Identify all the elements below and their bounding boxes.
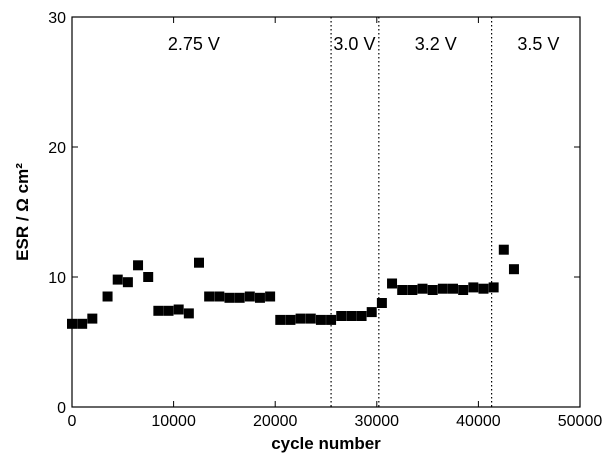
- data-point: [254, 292, 265, 303]
- data-point: [346, 311, 357, 321]
- data-point: [417, 283, 428, 294]
- data-point: [498, 244, 509, 255]
- y-tick-label: 0: [57, 400, 66, 417]
- data-point: [468, 282, 479, 293]
- data-point: [112, 274, 123, 285]
- x-tick-label: 10000: [151, 413, 196, 430]
- x-tick-label: 20000: [253, 413, 298, 430]
- data-point: [204, 291, 215, 302]
- data-point: [356, 311, 367, 321]
- data-point: [448, 283, 458, 294]
- data-point: [427, 285, 438, 295]
- data-point: [87, 313, 98, 324]
- data-point: [376, 298, 387, 308]
- data-point: [244, 291, 255, 302]
- x-tick-label: 0: [68, 413, 77, 430]
- data-point: [397, 285, 408, 295]
- data-point: [153, 305, 164, 316]
- x-axis-title: cycle number: [271, 434, 381, 453]
- region-labels: 2.75 V 3.0 V 3.2 V 3.5 V: [168, 34, 559, 54]
- y-tick-label: 30: [48, 10, 66, 27]
- data-point: [143, 272, 154, 282]
- data-point: [387, 278, 398, 289]
- data-point: [488, 282, 499, 293]
- y-axis-title: ESR / Ω cm²: [13, 163, 32, 261]
- data-point: [163, 305, 174, 316]
- data-point: [224, 292, 235, 303]
- data-point: [194, 257, 204, 268]
- region-label: 3.2 V: [415, 34, 457, 54]
- y-axis-ticks: 0 10 20 30: [48, 10, 580, 417]
- region-label: 2.75 V: [168, 34, 220, 54]
- data-point: [67, 318, 77, 329]
- data-point: [275, 314, 286, 325]
- data-point: [478, 283, 489, 294]
- x-tick-label: 40000: [456, 413, 501, 430]
- data-point: [366, 307, 377, 318]
- data-point: [214, 291, 225, 302]
- x-axis-ticks: 0 10000 20000 30000 40000 50000: [68, 17, 603, 430]
- data-points: [67, 244, 519, 329]
- data-point: [295, 313, 306, 324]
- data-point: [122, 277, 133, 288]
- data-point: [77, 318, 88, 329]
- data-point: [183, 308, 194, 319]
- data-point: [458, 285, 469, 295]
- region-boundaries: [330, 17, 493, 407]
- data-point: [285, 314, 296, 325]
- data-point: [234, 292, 245, 303]
- y-tick-label: 10: [48, 270, 66, 287]
- y-tick-label: 20: [48, 140, 66, 157]
- data-point: [102, 291, 113, 302]
- data-point: [437, 283, 448, 294]
- x-tick-label: 50000: [558, 413, 603, 430]
- data-point: [315, 314, 326, 325]
- data-point: [326, 314, 337, 325]
- data-point: [305, 313, 316, 324]
- region-label: 3.0 V: [333, 34, 375, 54]
- x-tick-label: 30000: [355, 413, 400, 430]
- data-point: [133, 260, 144, 271]
- data-point: [265, 291, 276, 302]
- region-label: 3.5 V: [517, 34, 559, 54]
- data-point: [173, 304, 184, 315]
- data-point: [336, 311, 347, 321]
- data-point: [407, 285, 418, 295]
- data-point: [508, 264, 519, 275]
- plot-frame: [71, 16, 581, 408]
